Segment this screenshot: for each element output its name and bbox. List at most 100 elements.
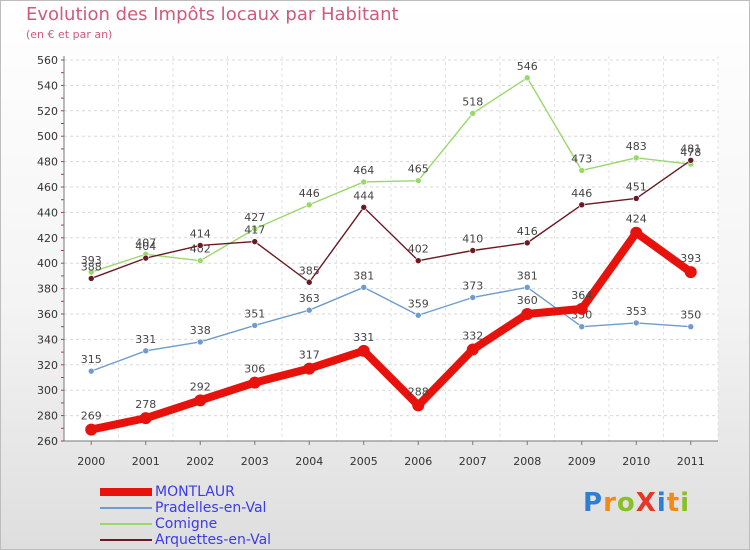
data-label: 481 — [680, 142, 701, 155]
data-point — [469, 110, 477, 117]
data-label: 360 — [517, 294, 538, 307]
data-label: 338 — [190, 324, 211, 337]
legend-swatch — [100, 488, 152, 496]
data-point — [142, 254, 150, 262]
y-tick-label: 480 — [37, 156, 58, 169]
data-label: 381 — [517, 269, 538, 282]
data-label: 331 — [353, 331, 374, 344]
data-label: 402 — [190, 243, 211, 256]
y-tick-label: 460 — [37, 181, 58, 194]
data-label: 407 — [135, 236, 156, 249]
data-point — [684, 266, 697, 279]
data-label: 315 — [81, 353, 102, 366]
data-point — [523, 239, 531, 247]
data-point — [87, 367, 95, 375]
series-line — [90, 159, 692, 283]
series-arquettes-en-val: 388 404 414 417 385 444 402 410 416 446 451 481 — [81, 142, 701, 286]
data-label: 417 — [244, 224, 265, 237]
data-point — [248, 376, 261, 389]
y-tick-label: 400 — [37, 257, 58, 270]
data-label: 363 — [299, 292, 320, 305]
data-label: 478 — [680, 146, 701, 159]
data-label: 465 — [408, 163, 429, 176]
chart-title: Evolution des Impôts locaux par Habitant — [26, 4, 399, 25]
legend-label: MONTLAUR — [155, 484, 235, 500]
data-point — [139, 412, 152, 425]
data-point — [687, 323, 695, 331]
data-label: 393 — [680, 252, 701, 265]
data-point — [466, 343, 479, 356]
data-label: 269 — [81, 410, 102, 423]
data-point — [305, 306, 313, 314]
data-point — [360, 204, 368, 211]
data-point — [305, 278, 313, 286]
data-point — [578, 167, 586, 174]
data-label: 331 — [135, 333, 156, 346]
data-point — [578, 323, 586, 331]
data-label: 414 — [190, 227, 211, 240]
series-comigne: 393 407 402 427 446 464 465 518 546 473 483 478 — [81, 60, 701, 276]
y-tick-label: 380 — [37, 283, 58, 296]
data-point — [305, 201, 313, 209]
y-tick-label: 300 — [37, 384, 58, 397]
chart-subtitle: (en € et par an) — [26, 28, 113, 41]
data-label: 444 — [353, 189, 374, 202]
data-point — [360, 284, 368, 291]
data-label: 373 — [462, 279, 483, 292]
data-point — [194, 394, 207, 407]
y-tick-label: 560 — [37, 54, 58, 67]
data-label: 416 — [517, 225, 538, 238]
data-point — [142, 347, 150, 355]
data-point — [196, 242, 204, 249]
data-point — [523, 74, 531, 82]
x-tick-label: 2007 — [459, 455, 487, 468]
data-point — [251, 238, 259, 245]
data-label: 332 — [462, 330, 483, 343]
data-label: 288 — [408, 385, 429, 398]
data-label: 402 — [408, 243, 429, 256]
logo-letter: r — [603, 488, 617, 518]
logo-letter: o — [616, 488, 636, 518]
data-label: 317 — [299, 349, 320, 362]
logo-letter: X — [635, 488, 657, 518]
legend-swatch — [100, 507, 152, 509]
data-point — [414, 177, 422, 184]
data-point — [87, 268, 95, 276]
data-point — [578, 201, 586, 209]
data-label: 473 — [571, 152, 592, 165]
data-label: 393 — [81, 254, 102, 267]
data-point — [412, 399, 425, 412]
logo-letter: i — [656, 488, 667, 518]
data-label: 278 — [135, 398, 156, 411]
data-point — [632, 319, 640, 327]
x-tick-label: 2006 — [404, 455, 432, 468]
y-tick-label: 340 — [37, 333, 58, 346]
series-line — [90, 286, 692, 372]
x-tick-label: 2002 — [186, 455, 214, 468]
data-label: 381 — [353, 269, 374, 282]
data-label: 410 — [462, 233, 483, 246]
data-label: 464 — [353, 164, 374, 177]
data-point — [687, 157, 695, 164]
data-label: 546 — [517, 60, 538, 73]
data-label: 388 — [81, 260, 102, 273]
y-tick-label: 420 — [37, 232, 58, 245]
data-label: 518 — [462, 95, 483, 108]
data-point — [196, 257, 204, 264]
data-label: 292 — [190, 380, 211, 393]
data-point — [414, 257, 422, 264]
data-point — [251, 322, 259, 329]
y-tick-label: 360 — [37, 308, 58, 321]
x-tick-label: 2001 — [132, 455, 160, 468]
data-label: 446 — [299, 187, 320, 200]
data-label: 364 — [571, 289, 592, 302]
data-point — [303, 362, 316, 375]
y-tick-label: 320 — [37, 359, 58, 372]
x-tick-label: 2000 — [77, 455, 105, 468]
data-label: 350 — [680, 309, 701, 322]
data-label: 385 — [299, 264, 320, 277]
series-montlaur: 269 278 292 306 317 331 288 332 360 364 424 393 — [81, 213, 701, 436]
x-tick-label: 2005 — [350, 455, 378, 468]
